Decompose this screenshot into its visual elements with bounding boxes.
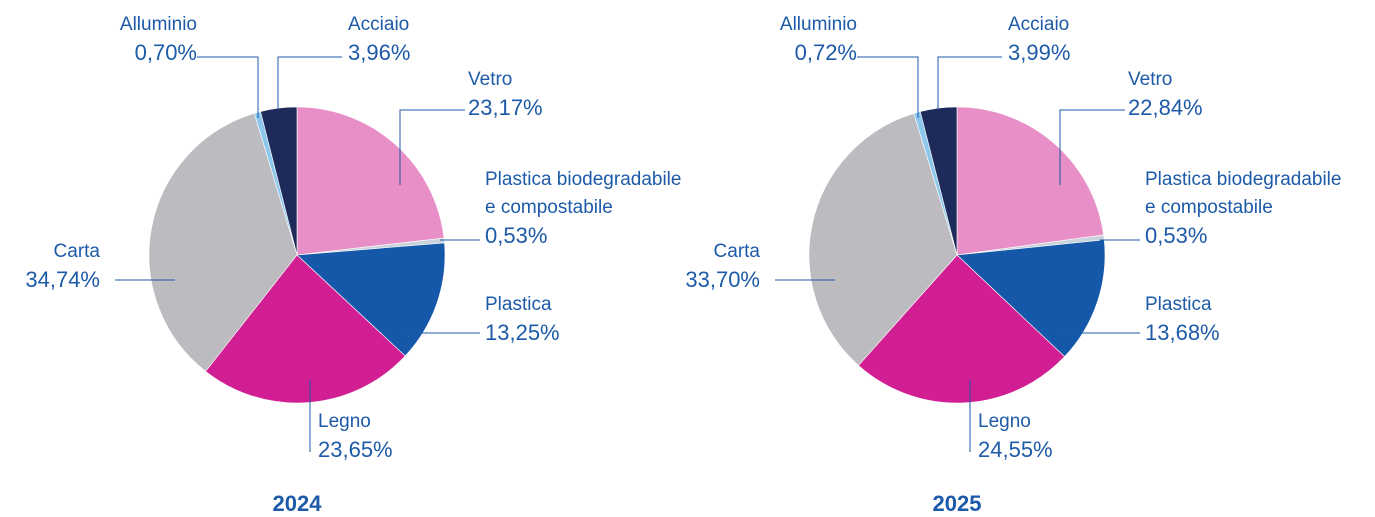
slice-label: Vetro 22,84% xyxy=(1128,66,1203,122)
category-label: Plastica biodegradabile e compostabile xyxy=(485,169,682,218)
value-label: 23,65% xyxy=(318,437,393,462)
leader-line xyxy=(937,56,1002,110)
slice-label: Vetro 23,17% xyxy=(468,66,543,122)
leader-line xyxy=(197,56,259,118)
value-label: 0,72% xyxy=(794,40,857,65)
chart-title: 2025 xyxy=(932,491,982,516)
category-label: Acciaio xyxy=(1008,14,1070,35)
category-label: Vetro xyxy=(1128,69,1173,90)
category-label: Plastica xyxy=(1145,294,1212,315)
value-label: 33,70% xyxy=(685,267,760,292)
slice-label: Alluminio 0,72% xyxy=(780,11,857,67)
slice-label: Acciaio 3,96% xyxy=(348,11,410,67)
pie-slice xyxy=(956,239,1106,358)
leader-line xyxy=(857,56,919,118)
category-label: Carta xyxy=(53,241,100,262)
pie-slice xyxy=(296,242,446,357)
slice-label: Acciaio 3,99% xyxy=(1008,11,1070,67)
value-label: 24,55% xyxy=(978,437,1053,462)
chart-title: 2024 xyxy=(272,491,322,516)
slice-label: Legno 24,55% xyxy=(978,408,1053,464)
value-label: 3,99% xyxy=(1008,40,1071,65)
slice-label: Legno 23,65% xyxy=(318,408,393,464)
value-label: 13,25% xyxy=(485,320,560,345)
slice-label: Plastica 13,25% xyxy=(485,291,560,347)
value-label: 0,53% xyxy=(1145,223,1208,248)
pie-slice xyxy=(956,106,1104,256)
leader-line xyxy=(277,56,342,110)
pie-slice xyxy=(296,106,445,256)
slice-label: Plastica biodegradabile e compostabile 0,… xyxy=(485,166,681,250)
category-label: Plastica xyxy=(485,294,552,315)
category-label: Legno xyxy=(978,411,1031,432)
value-label: 22,84% xyxy=(1128,95,1203,120)
category-label: Plastica biodegradabile e compostabile xyxy=(1145,169,1342,218)
value-label: 3,96% xyxy=(348,40,411,65)
leader-line xyxy=(399,109,465,185)
slice-label: Plastica biodegradabile e compostabile 0,… xyxy=(1145,166,1341,250)
category-label: Vetro xyxy=(468,69,513,90)
category-label: Acciaio xyxy=(348,14,410,35)
slice-label: Carta 34,74% xyxy=(25,238,100,294)
category-label: Carta xyxy=(713,241,760,262)
pie-slice xyxy=(858,254,1066,404)
category-label: Alluminio xyxy=(779,14,857,35)
slice-label: Carta 33,70% xyxy=(685,238,760,294)
value-label: 34,74% xyxy=(25,267,100,292)
value-label: 0,53% xyxy=(485,223,548,248)
category-label: Legno xyxy=(318,411,371,432)
slice-label: Alluminio 0,70% xyxy=(120,11,197,67)
value-label: 23,17% xyxy=(468,95,543,120)
value-label: 0,70% xyxy=(134,40,197,65)
pie-slice xyxy=(260,106,298,256)
pie-slice xyxy=(205,254,406,404)
pie-slice xyxy=(148,112,298,372)
pie-slice xyxy=(808,113,958,366)
category-label: Alluminio xyxy=(119,14,197,35)
leader-line xyxy=(1059,109,1125,185)
value-label: 13,68% xyxy=(1145,320,1220,345)
slice-label: Plastica 13,68% xyxy=(1145,291,1220,347)
